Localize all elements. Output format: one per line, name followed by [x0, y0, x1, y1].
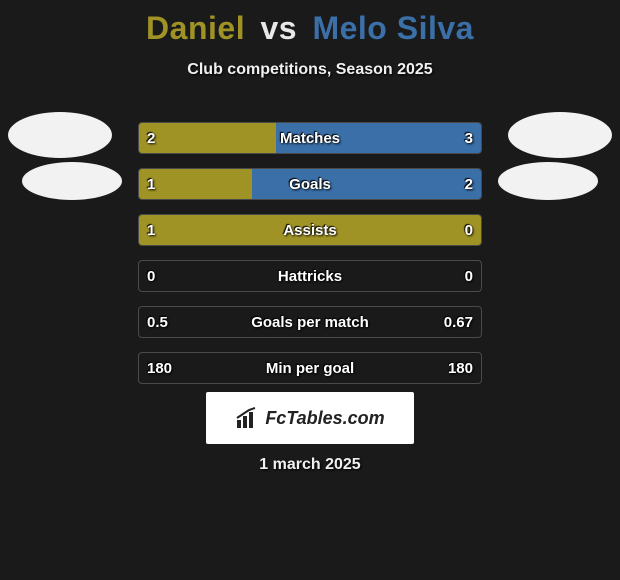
player2-avatar-top	[508, 112, 612, 158]
stat-row: 0.5Goals per match0.67	[138, 306, 482, 338]
comparison-title: Daniel vs Melo Silva	[0, 0, 620, 47]
player2-name: Melo Silva	[312, 10, 474, 46]
vs-text: vs	[260, 10, 297, 46]
stat-value-right: 0.67	[436, 307, 481, 337]
stat-label: Goals	[139, 169, 481, 199]
stat-bars-container: 2Matches31Goals21Assists00Hattricks00.5G…	[138, 122, 482, 398]
stat-row: 180Min per goal180	[138, 352, 482, 384]
player1-avatar-bottom	[22, 162, 122, 200]
stat-label: Goals per match	[139, 307, 481, 337]
footer-date: 1 march 2025	[0, 456, 620, 474]
player1-avatar-top	[8, 112, 112, 158]
stat-row: 1Assists0	[138, 214, 482, 246]
stat-value-right: 2	[457, 169, 481, 199]
player1-name: Daniel	[146, 10, 245, 46]
stat-row: 0Hattricks0	[138, 260, 482, 292]
watermark: FcTables.com	[206, 392, 414, 444]
stat-row: 2Matches3	[138, 122, 482, 154]
stat-value-right: 180	[440, 353, 481, 383]
stat-label: Matches	[139, 123, 481, 153]
stat-label: Hattricks	[139, 261, 481, 291]
watermark-text: FcTables.com	[265, 408, 384, 429]
stat-value-right: 3	[457, 123, 481, 153]
stat-value-right: 0	[457, 215, 481, 245]
subtitle: Club competitions, Season 2025	[0, 61, 620, 79]
stat-row: 1Goals2	[138, 168, 482, 200]
player2-avatar-bottom	[498, 162, 598, 200]
stat-label: Min per goal	[139, 353, 481, 383]
stat-label: Assists	[139, 215, 481, 245]
chart-icon	[235, 406, 259, 430]
stat-value-right: 0	[457, 261, 481, 291]
